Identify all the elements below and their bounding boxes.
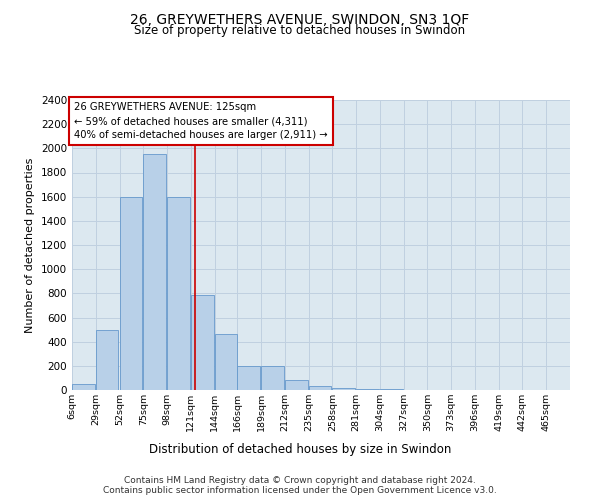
Bar (261, 366, 284, 390)
Bar (308, 386, 331, 390)
Bar (167, 196, 190, 390)
Text: 26, GREYWETHERS AVENUE, SWINDON, SN3 1QF: 26, GREYWETHERS AVENUE, SWINDON, SN3 1QF (130, 12, 470, 26)
Bar (191, 294, 214, 390)
Y-axis label: Number of detached properties: Number of detached properties (25, 158, 35, 332)
Bar (143, 154, 166, 390)
Bar (96, 330, 118, 390)
Text: Distribution of detached houses by size in Swindon: Distribution of detached houses by size … (149, 442, 451, 456)
Text: 26 GREYWETHERS AVENUE: 125sqm
← 59% of detached houses are smaller (4,311)
40% o: 26 GREYWETHERS AVENUE: 125sqm ← 59% of d… (74, 102, 328, 141)
Bar (238, 366, 260, 390)
Bar (72, 384, 95, 390)
Bar (285, 380, 308, 390)
Bar (119, 196, 142, 390)
Bar (332, 388, 355, 390)
Text: Size of property relative to detached houses in Swindon: Size of property relative to detached ho… (134, 24, 466, 37)
Text: Contains public sector information licensed under the Open Government Licence v3: Contains public sector information licen… (103, 486, 497, 495)
Text: Contains HM Land Registry data © Crown copyright and database right 2024.: Contains HM Land Registry data © Crown c… (124, 476, 476, 485)
Bar (215, 334, 238, 390)
